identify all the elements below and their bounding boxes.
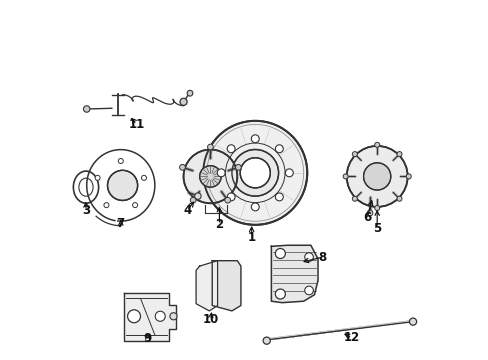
Text: 8: 8 <box>318 251 326 264</box>
Circle shape <box>104 203 109 208</box>
Circle shape <box>304 286 313 295</box>
Text: 11: 11 <box>128 118 145 131</box>
Polygon shape <box>271 245 317 303</box>
Circle shape <box>396 196 401 201</box>
Polygon shape <box>212 261 241 311</box>
Polygon shape <box>196 261 217 311</box>
Text: 7: 7 <box>117 216 124 230</box>
Circle shape <box>132 203 137 208</box>
Text: 3: 3 <box>82 204 90 217</box>
Circle shape <box>343 174 347 179</box>
Circle shape <box>235 165 241 170</box>
Circle shape <box>285 169 293 177</box>
Circle shape <box>141 175 146 180</box>
Circle shape <box>251 135 259 143</box>
Circle shape <box>275 193 283 201</box>
Circle shape <box>263 337 270 344</box>
Circle shape <box>107 170 137 201</box>
Circle shape <box>187 90 192 96</box>
Circle shape <box>352 152 357 157</box>
Circle shape <box>346 146 407 207</box>
Circle shape <box>275 145 283 153</box>
Circle shape <box>217 169 224 177</box>
Circle shape <box>406 174 410 179</box>
Circle shape <box>183 149 237 203</box>
Circle shape <box>374 142 379 147</box>
Text: 4: 4 <box>183 204 191 217</box>
Circle shape <box>363 163 390 190</box>
Circle shape <box>224 197 230 203</box>
Circle shape <box>95 175 100 180</box>
Text: 10: 10 <box>202 313 218 327</box>
Circle shape <box>180 98 187 105</box>
Text: 5: 5 <box>372 222 381 235</box>
Circle shape <box>127 310 140 323</box>
Circle shape <box>275 248 285 258</box>
Circle shape <box>190 197 196 203</box>
Text: 9: 9 <box>143 332 151 345</box>
Circle shape <box>374 206 379 211</box>
Circle shape <box>251 203 259 211</box>
Circle shape <box>155 311 165 321</box>
Circle shape <box>240 158 270 188</box>
Text: 12: 12 <box>343 331 360 344</box>
Circle shape <box>352 196 357 201</box>
Circle shape <box>231 149 278 196</box>
Circle shape <box>83 106 90 112</box>
Polygon shape <box>124 293 176 341</box>
Text: 2: 2 <box>215 218 223 231</box>
Circle shape <box>304 253 313 261</box>
Circle shape <box>203 121 306 225</box>
Circle shape <box>396 152 401 157</box>
Circle shape <box>118 158 123 163</box>
Circle shape <box>169 313 177 320</box>
Circle shape <box>179 165 185 170</box>
Circle shape <box>227 193 235 201</box>
Circle shape <box>366 210 372 216</box>
Circle shape <box>199 166 221 187</box>
Text: 6: 6 <box>362 211 370 224</box>
Circle shape <box>275 289 285 299</box>
Circle shape <box>408 318 416 325</box>
Circle shape <box>194 193 201 199</box>
Text: 1: 1 <box>247 231 255 244</box>
Circle shape <box>227 145 235 153</box>
Circle shape <box>207 144 213 150</box>
